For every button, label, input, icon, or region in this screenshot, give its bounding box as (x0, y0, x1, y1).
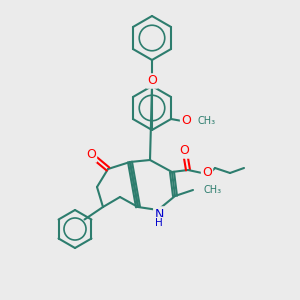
Text: CH₃: CH₃ (203, 185, 221, 195)
Text: H: H (155, 218, 163, 228)
Text: O: O (147, 74, 157, 88)
Text: O: O (202, 167, 212, 179)
Text: O: O (181, 115, 191, 128)
Text: O: O (179, 145, 189, 158)
Text: CH₃: CH₃ (197, 116, 215, 126)
Text: O: O (86, 148, 96, 161)
Text: N: N (154, 208, 164, 220)
